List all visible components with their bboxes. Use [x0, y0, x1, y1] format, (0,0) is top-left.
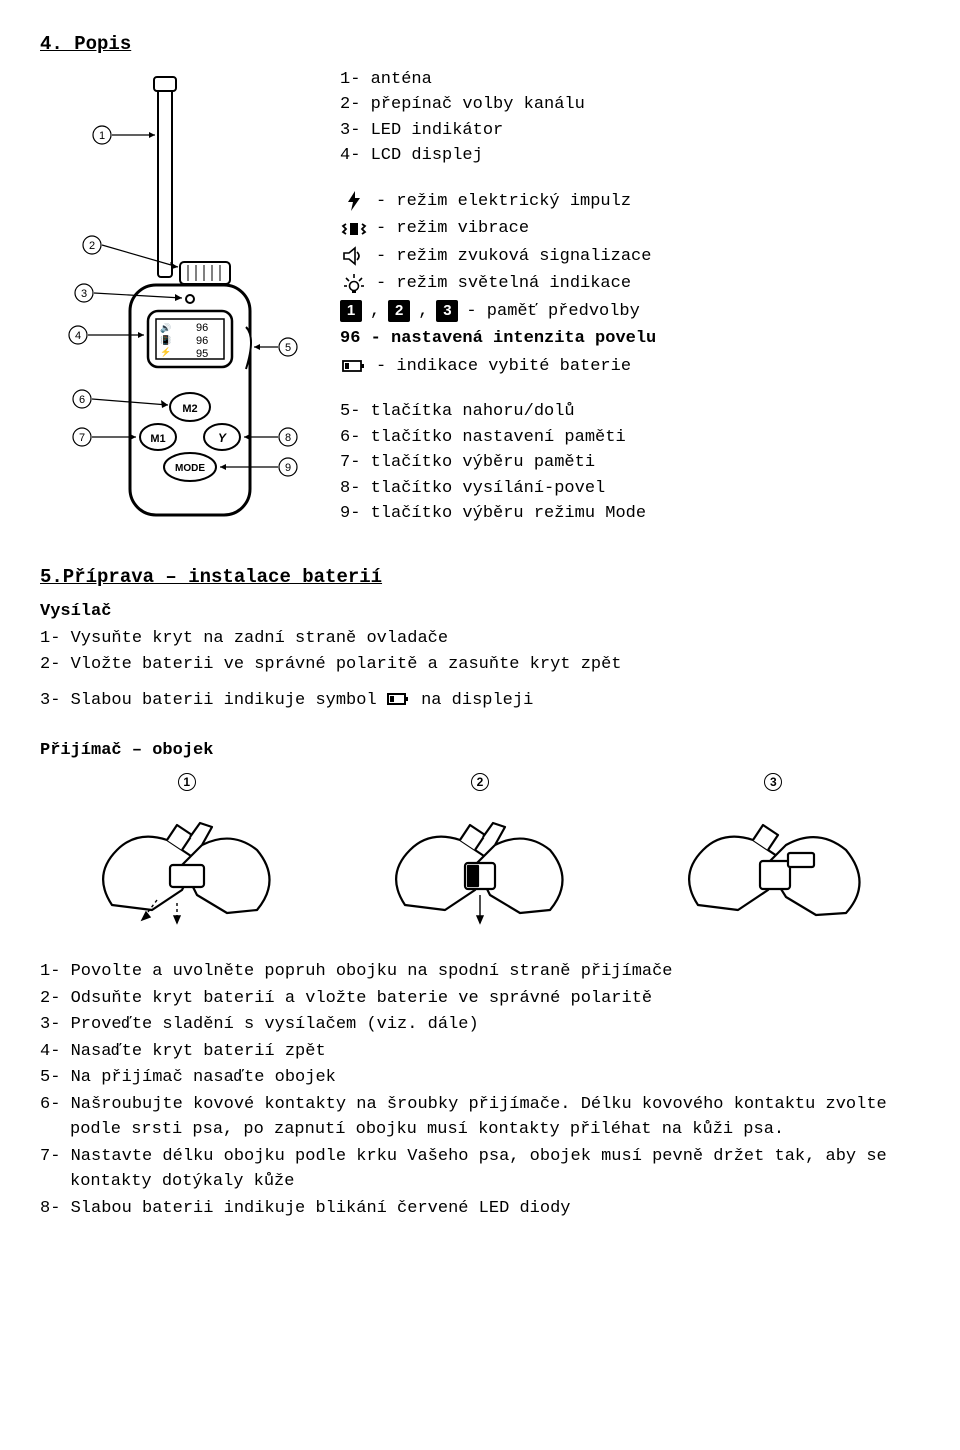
section4-body: 🔊 📳 ⚡ 96 96 95 M2 M1 Y MODE 1 2 [40, 67, 920, 527]
hand-svg-1 [82, 795, 292, 945]
button-7: 7- tlačítko výběru paměti [340, 450, 920, 476]
svg-text:5: 5 [285, 342, 291, 354]
rx-item-7: 7- Nastavte délku obojku podle krku Vaše… [40, 1144, 920, 1195]
svg-text:4: 4 [75, 330, 81, 342]
tx-item-3: 3- Slabou baterii indikuje symbol na dis… [40, 688, 920, 714]
svg-text:7: 7 [79, 432, 85, 444]
mode-light: - režim světelná indikace [340, 271, 920, 297]
sep1: , [370, 299, 380, 325]
rx-item-4: 4- Nasaďte kryt baterií zpět [40, 1039, 920, 1065]
battery-low-icon [340, 355, 368, 377]
hand-label-2: 2 [471, 773, 489, 791]
button-5: 5- tlačítka nahoru/dolů [340, 399, 920, 425]
battery-line: - indikace vybité baterie [340, 354, 920, 380]
mode-light-text: - režim světelná indikace [376, 271, 631, 297]
sep2: , [418, 299, 428, 325]
battery-low-icon [387, 691, 411, 707]
intensity-line: 96 - nastavená intenzita povelu [340, 326, 920, 352]
svg-text:3: 3 [81, 288, 87, 300]
svg-text:95: 95 [196, 348, 208, 360]
speaker-icon [340, 245, 368, 267]
section5-title: 5.Příprava – instalace baterií [40, 563, 920, 592]
svg-text:M1: M1 [150, 433, 165, 445]
tx-item-2: 2- Vložte baterii ve správné polaritě a … [40, 652, 920, 678]
button-8: 8- tlačítko vysílání-povel [340, 476, 920, 502]
svg-text:1: 1 [99, 130, 105, 142]
hand-fig-1: 1 [82, 770, 292, 946]
remote-svg: 🔊 📳 ⚡ 96 96 95 M2 M1 Y MODE 1 2 [40, 67, 320, 527]
mode-sound-text: - režim zvuková signalizace [376, 244, 651, 270]
hand-label-3: 3 [764, 773, 782, 791]
tx3-pre: 3- Slabou baterii indikuje symbol [40, 691, 387, 710]
badge-1-icon: 1 [340, 300, 362, 322]
svg-text:Y: Y [218, 431, 227, 445]
svg-text:8: 8 [285, 432, 291, 444]
memory-preset-line: 1 , 2 , 3 - paměť předvolby [340, 299, 920, 325]
section4-title: 4. Popis [40, 30, 920, 59]
hand-svg-2 [375, 795, 585, 945]
button-9: 9- tlačítko výběru režimu Mode [340, 501, 920, 527]
section4-legend: 1- anténa 2- přepínač volby kanálu 3- LE… [340, 67, 920, 527]
rx-item-8: 8- Slabou baterii indikuje blikání červe… [40, 1196, 920, 1222]
svg-text:📳: 📳 [160, 334, 171, 345]
mode-vibrate: - režim vibrace [340, 216, 920, 242]
rx-subtitle: Přijímač – obojek [40, 738, 920, 764]
part-antenna: 1- anténa [340, 67, 920, 93]
mode-vibrate-text: - režim vibrace [376, 216, 529, 242]
svg-text:96: 96 [196, 322, 208, 334]
svg-text:6: 6 [79, 394, 85, 406]
hand-svg-3 [668, 795, 878, 945]
hand-fig-3: 3 [668, 770, 878, 946]
vibrate-icon [340, 218, 368, 240]
battery-text: - indikace vybité baterie [376, 354, 631, 380]
part-lcd: 4- LCD displej [340, 143, 920, 169]
hand-label-1: 1 [178, 773, 196, 791]
rx-item-3: 3- Proveďte sladění s vysílačem (viz. dá… [40, 1012, 920, 1038]
badge-3-icon: 3 [436, 300, 458, 322]
rx-item-1: 1- Povolte a uvolněte popruh obojku na s… [40, 959, 920, 985]
bolt-icon [340, 190, 368, 212]
svg-text:MODE: MODE [175, 463, 205, 474]
hands-row: 1 2 [40, 770, 920, 946]
svg-text:2: 2 [89, 240, 95, 252]
svg-text:9: 9 [285, 462, 291, 474]
svg-text:M2: M2 [182, 403, 197, 415]
tx-item-1: 1- Vysuňte kryt na zadní straně ovladače [40, 626, 920, 652]
lightbulb-icon [340, 273, 368, 295]
badge-2-icon: 2 [388, 300, 410, 322]
mode-impulse: - režim elektrický impulz [340, 189, 920, 215]
hand-fig-2: 2 [375, 770, 585, 946]
svg-text:⚡: ⚡ [160, 346, 171, 358]
svg-text:🔊: 🔊 [160, 322, 171, 334]
button-6: 6- tlačítko nastavení paměti [340, 425, 920, 451]
rx-item-5: 5- Na přijímač nasaďte obojek [40, 1065, 920, 1091]
svg-text:96: 96 [196, 335, 208, 347]
memory-suffix: - paměť předvolby [466, 299, 639, 325]
rx-item-6: 6- Našroubujte kovové kontakty na šroubk… [40, 1092, 920, 1143]
part-led: 3- LED indikátor [340, 118, 920, 144]
part-channel: 2- přepínač volby kanálu [340, 92, 920, 118]
mode-impulse-text: - režim elektrický impulz [376, 189, 631, 215]
tx3-post: na displeji [421, 691, 533, 710]
mode-sound: - režim zvuková signalizace [340, 244, 920, 270]
tx-subtitle: Vysílač [40, 599, 920, 625]
remote-diagram: 🔊 📳 ⚡ 96 96 95 M2 M1 Y MODE 1 2 [40, 67, 320, 527]
rx-item-2: 2- Odsuňte kryt baterií a vložte baterie… [40, 986, 920, 1012]
